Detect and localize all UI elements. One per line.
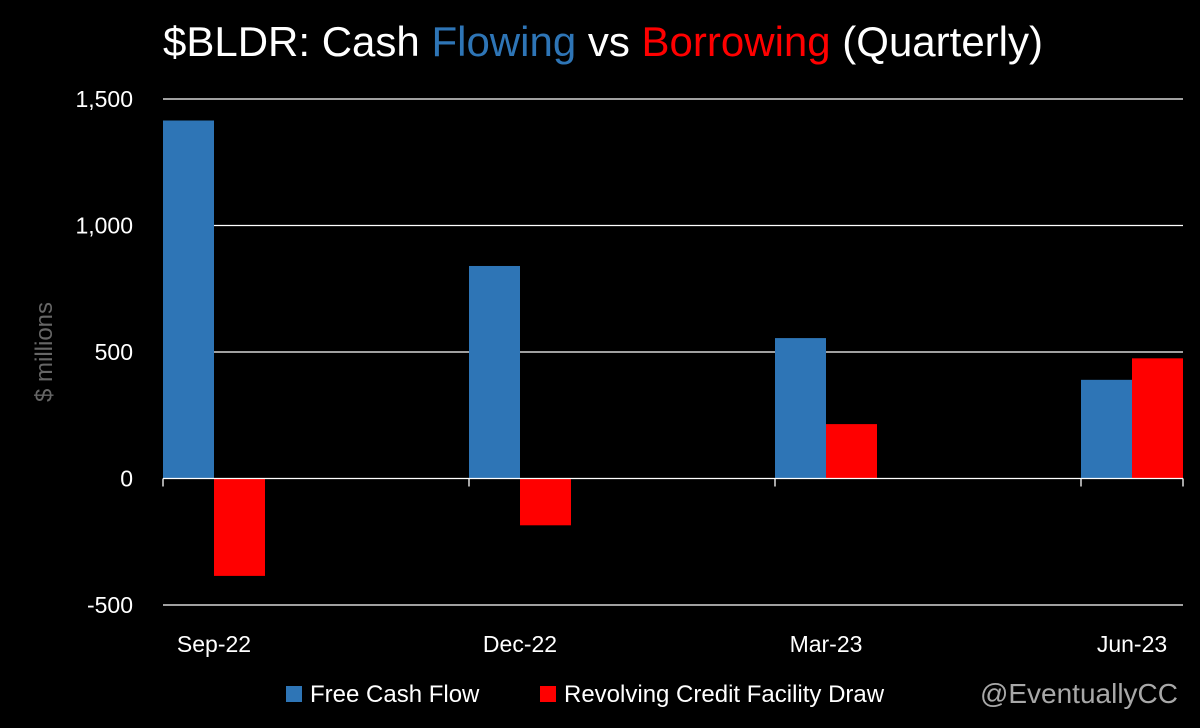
y-axis-label: $ millions <box>31 302 58 402</box>
legend-label: Revolving Credit Facility Draw <box>564 681 885 708</box>
x-tick-label: Dec-22 <box>483 631 557 657</box>
title-part-1: Flowing <box>431 18 577 65</box>
x-tick-label: Sep-22 <box>177 631 251 657</box>
bars <box>163 120 1183 576</box>
y-tick-label: -500 <box>87 592 133 618</box>
title-part-3: Borrowing <box>641 18 831 65</box>
title-part-4: (Quarterly) <box>830 18 1043 65</box>
bar-credit-draw-jun-23 <box>1132 358 1183 479</box>
bar-credit-draw-dec-22 <box>520 478 571 526</box>
y-tick-labels: -500 0 500 1,000 1,500 <box>75 86 133 618</box>
title-part-2: vs <box>576 18 642 65</box>
x-tick-label: Mar-23 <box>790 631 863 657</box>
bar-free-cash-flow-dec-22 <box>469 265 520 479</box>
legend-swatch <box>540 686 556 702</box>
watermark: @EventuallyCC <box>980 678 1178 709</box>
x-tick-label: Jun-23 <box>1097 631 1167 657</box>
bar-credit-draw-sep-22 <box>214 478 265 576</box>
legend-label: Free Cash Flow <box>310 681 480 708</box>
x-tick-labels: Sep-22 Dec-22 Mar-23 Jun-23 <box>177 631 1167 657</box>
y-tick-label: 500 <box>95 339 133 365</box>
y-tick-label: 1,500 <box>75 86 133 112</box>
legend-swatch <box>286 686 302 702</box>
gridlines <box>163 98 1183 606</box>
axes <box>162 477 1184 487</box>
bar-credit-draw-mar-23 <box>826 424 877 479</box>
title-part-0: $BLDR: Cash <box>163 18 432 65</box>
y-tick-label: 0 <box>120 466 133 492</box>
y-tick-label: 1,000 <box>75 213 133 239</box>
chart-title: $BLDR: Cash Flowing vs Borrowing (Quarte… <box>163 18 1043 66</box>
bar-free-cash-flow-jun-23 <box>1081 379 1132 479</box>
legend: Free Cash Flow Revolving Credit Facility … <box>286 681 885 708</box>
bar-free-cash-flow-sep-22 <box>163 120 214 479</box>
bar-free-cash-flow-mar-23 <box>775 338 826 479</box>
